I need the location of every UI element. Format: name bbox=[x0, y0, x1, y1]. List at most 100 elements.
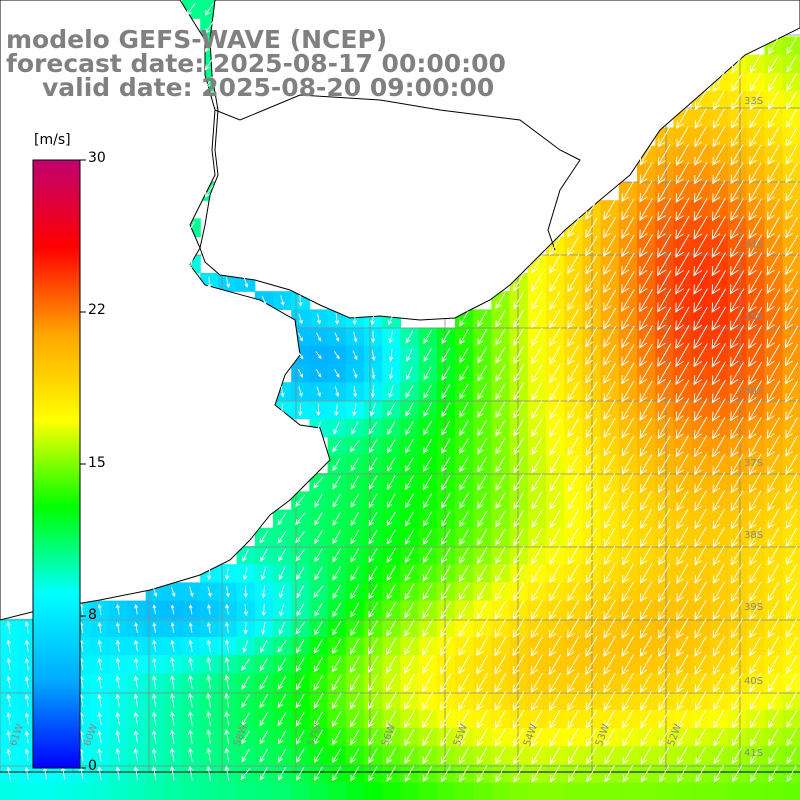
wind-arrow bbox=[749, 599, 762, 621]
wind-cell bbox=[109, 782, 128, 800]
wind-arrow bbox=[694, 108, 707, 129]
wind-arrow bbox=[386, 747, 397, 764]
wind-arrow bbox=[422, 547, 433, 564]
wind-arrow bbox=[189, 586, 194, 598]
wind-vectors bbox=[6, 3, 799, 783]
wind-arrow bbox=[207, 604, 211, 615]
wind-arrow bbox=[711, 306, 727, 332]
wind-arrow bbox=[477, 474, 488, 491]
wind-arrow bbox=[585, 308, 598, 330]
wind-arrow bbox=[603, 417, 616, 439]
wind-arrow bbox=[297, 368, 303, 378]
wind-arrow bbox=[459, 474, 469, 491]
wind-arrow bbox=[603, 454, 616, 475]
wind-arrow bbox=[693, 379, 708, 404]
wind-arrow bbox=[334, 386, 340, 398]
wind-arrow bbox=[712, 108, 725, 129]
wind-arrow bbox=[731, 526, 744, 548]
wind-arrow bbox=[512, 672, 525, 694]
wind-arrow bbox=[151, 765, 157, 781]
wind-arrow bbox=[694, 599, 707, 621]
wind-arrow bbox=[422, 673, 434, 693]
wind-arrow bbox=[531, 364, 543, 383]
wind-arrow bbox=[658, 709, 670, 729]
wind-arrow bbox=[639, 288, 653, 313]
wind-arrow bbox=[694, 672, 707, 693]
wind-arrow bbox=[261, 295, 267, 306]
wind-arrow bbox=[278, 548, 286, 562]
wind-arrow bbox=[658, 581, 671, 603]
colorbar-gradient bbox=[32, 159, 81, 769]
wind-arrow bbox=[97, 729, 102, 744]
wind-arrow bbox=[603, 381, 616, 403]
wind-arrow bbox=[768, 728, 779, 747]
wind-arrow bbox=[549, 473, 561, 492]
wind-arrow bbox=[785, 235, 799, 257]
border-line bbox=[214, 94, 581, 251]
wind-arrow bbox=[766, 270, 781, 294]
wind-arrow bbox=[332, 620, 342, 636]
wind-arrow bbox=[585, 381, 598, 402]
wind-arrow bbox=[295, 639, 305, 654]
wind-arrow bbox=[549, 564, 561, 584]
wind-arrow bbox=[368, 729, 378, 746]
wind-arrow bbox=[279, 403, 285, 417]
wind-arrow bbox=[388, 385, 394, 399]
wind-arrow bbox=[712, 179, 726, 203]
wind-arrow bbox=[639, 453, 653, 475]
wind-arrow bbox=[495, 437, 506, 455]
wind-arrow bbox=[784, 307, 799, 331]
wind-arrow bbox=[170, 622, 175, 633]
wind-arrow bbox=[422, 710, 434, 729]
wind-arrow bbox=[134, 622, 139, 633]
wind-arrow bbox=[351, 421, 359, 435]
wind-arrow bbox=[677, 765, 688, 783]
wind-cell bbox=[200, 782, 219, 800]
wind-arrow bbox=[115, 766, 121, 780]
wind-arrow bbox=[549, 400, 561, 420]
wind-arrow bbox=[567, 436, 579, 456]
wind-arrow bbox=[567, 290, 580, 311]
wind-arrow bbox=[441, 420, 451, 436]
wind-arrow bbox=[353, 331, 358, 343]
wind-arrow bbox=[331, 711, 342, 728]
wind-arrow bbox=[316, 313, 321, 325]
wind-cell bbox=[600, 782, 620, 800]
wind-arrow bbox=[621, 563, 634, 584]
wind-arrow bbox=[549, 436, 561, 456]
wind-arrow bbox=[277, 640, 287, 653]
wind-cell bbox=[273, 782, 292, 800]
wind-arrow bbox=[768, 710, 779, 729]
wind-arrow bbox=[458, 618, 470, 638]
wind-arrow bbox=[531, 400, 543, 419]
wind-arrow bbox=[731, 654, 743, 675]
wind-arrow bbox=[188, 657, 194, 671]
valid-date: valid date: 2025-08-20 09:00:00 bbox=[42, 73, 495, 102]
wind-arrow bbox=[298, 313, 303, 325]
wind-arrow bbox=[603, 654, 616, 676]
wind-arrow bbox=[441, 438, 451, 454]
wind-arrow bbox=[494, 654, 507, 675]
wind-arrow bbox=[729, 306, 745, 331]
wind-arrow bbox=[784, 325, 799, 349]
wind-arrow bbox=[712, 162, 726, 185]
wind-arrow bbox=[730, 180, 744, 203]
wind-arrow bbox=[603, 545, 616, 566]
wind-arrow bbox=[675, 416, 690, 440]
wind-arrow bbox=[621, 399, 635, 421]
wind-arrow bbox=[639, 180, 653, 203]
wind-arrow bbox=[224, 710, 230, 727]
wind-arrow bbox=[332, 638, 342, 655]
wind-arrow bbox=[748, 234, 763, 258]
wind-arrow bbox=[694, 563, 707, 584]
wind-arrow bbox=[749, 581, 762, 602]
wind-arrow bbox=[676, 563, 689, 584]
wind-arrow bbox=[295, 693, 305, 709]
wind-arrow bbox=[549, 345, 561, 365]
wind-arrow bbox=[657, 325, 672, 349]
wind-arrow bbox=[567, 217, 580, 238]
wind-arrow bbox=[785, 618, 798, 638]
wind-arrow bbox=[657, 288, 672, 313]
wind-arrow bbox=[549, 290, 561, 311]
wind-arrow bbox=[6, 621, 11, 634]
